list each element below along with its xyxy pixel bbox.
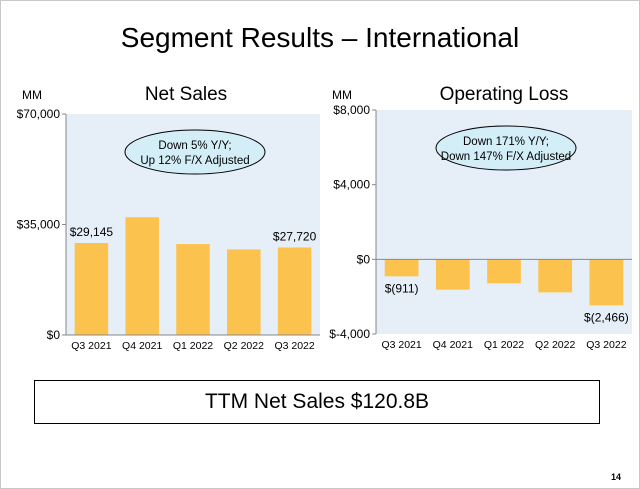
net-sales-bar-q3-2021 (74, 242, 109, 335)
operating-loss-bar-q1-2022 (487, 259, 521, 284)
net-sales-tick-label: $35,000 (17, 218, 61, 232)
net-sales-title: Net Sales (144, 84, 228, 105)
operating-loss-bar-q3-2021 (384, 259, 419, 277)
operating-loss-callout-bubble (435, 125, 577, 171)
operating-loss-category-label: Q3 2022 (586, 339, 626, 351)
operating-loss-callout-text: Down 171% Y/Y; (463, 136, 549, 148)
net-sales-data-label: $29,145 (70, 225, 114, 239)
operating-loss-title: Operating Loss (439, 84, 569, 105)
ttm-net-sales-box: TTM Net Sales $120.8B (34, 380, 600, 424)
net-sales-data-label: $27,720 (273, 229, 317, 243)
operating-loss-bar-q3-2022 (589, 259, 624, 306)
operating-loss-tick-label: $8,000 (333, 103, 370, 117)
operating-loss-category-label: Q4 2021 (433, 339, 473, 351)
net-sales-unit: MM (22, 88, 42, 102)
operating-loss-callout-text: Down 147% F/X Adjusted (441, 151, 571, 163)
net-sales-callout-text: Up 12% F/X Adjusted (140, 155, 249, 167)
net-sales-category-label: Q2 2022 (224, 340, 264, 352)
net-sales-tick-label: $0 (47, 328, 61, 342)
net-sales-bar-q4-2021 (125, 217, 159, 335)
net-sales-category-label: Q3 2021 (71, 340, 111, 352)
operating-loss-category-label: Q2 2022 (535, 339, 575, 351)
slide-title: Segment Results – International (120, 22, 520, 53)
ttm-net-sales-text: TTM Net Sales $120.8B (204, 390, 430, 413)
operating-loss-data-label: $(2,466) (584, 310, 629, 324)
net-sales-bar-q2-2022 (227, 249, 261, 335)
operating-loss-tick-label: $0 (357, 252, 371, 266)
net-sales-category-label: Q3 2022 (274, 340, 314, 352)
operating-loss-category-label: Q3 2021 (381, 339, 421, 351)
net-sales-tick-label: $70,000 (17, 107, 61, 121)
net-sales-callout-text: Down 5% Y/Y; (158, 140, 231, 152)
operating-loss-bar-q2-2022 (538, 259, 573, 293)
operating-loss-tick-label: $4,000 (333, 178, 370, 192)
operating-loss-data-label: $(911) (385, 281, 419, 295)
operating-loss-category-label: Q1 2022 (484, 339, 524, 351)
page-number: 14 (611, 472, 622, 482)
net-sales-bar-q1-2022 (176, 244, 210, 335)
net-sales-callout-bubble (124, 129, 266, 175)
net-sales-category-label: Q4 2021 (122, 340, 162, 352)
operating-loss-tick-label: $-4,000 (329, 327, 370, 341)
operating-loss-bar-q4-2021 (435, 259, 470, 290)
operating-loss-unit: MM (332, 88, 352, 102)
net-sales-bar-q3-2022 (277, 247, 312, 335)
net-sales-category-label: Q1 2022 (173, 340, 213, 352)
